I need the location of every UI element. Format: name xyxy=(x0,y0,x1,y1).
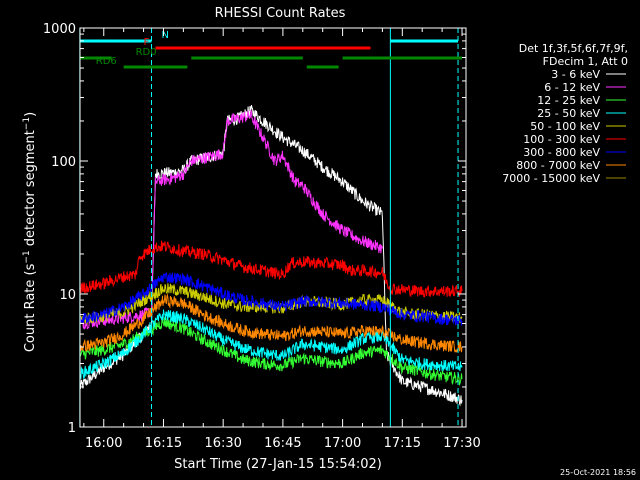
axis-layer: 1 10 100 1000 16:00 16:15 16:30 16:45 17:00 17:15… xyxy=(43,22,481,451)
series-line xyxy=(79,309,463,380)
state-bar-label: F xyxy=(144,37,150,48)
legend-label: 12 - 25 keV xyxy=(537,94,600,107)
series-line xyxy=(79,272,463,326)
legend-label: 50 - 100 keV xyxy=(530,120,600,133)
x-tick-label: 16:15 xyxy=(145,436,182,451)
series-line xyxy=(79,240,463,299)
legend-label: 3 - 6 keV xyxy=(551,68,600,81)
y-axis-label-sup: −1 xyxy=(22,117,32,130)
chart-title: RHESSI Count Rates xyxy=(215,6,346,21)
y-axis-label: Count Rate (s−1 detector segment−1) xyxy=(22,112,38,352)
y-tick-label: 100 xyxy=(51,155,76,170)
plot-timestamp: 25-Oct-2021 18:56 xyxy=(560,468,636,477)
legend-label: 100 - 300 keV xyxy=(523,133,600,146)
x-tick-label: 17:30 xyxy=(443,436,480,451)
y-axis-label-sup: −1 xyxy=(22,250,32,263)
x-tick-label: 16:30 xyxy=(204,436,241,451)
legend-label: 7000 - 15000 keV xyxy=(502,172,600,185)
y-tick-label: 1000 xyxy=(43,22,76,37)
legend-label: 6 - 12 keV xyxy=(544,81,600,94)
y-axis-label-part: Count Rate (s xyxy=(23,263,38,352)
series-layer xyxy=(79,105,463,407)
legend-label: 25 - 50 keV xyxy=(537,107,600,120)
state-bar-label: N xyxy=(162,30,169,41)
legend-header-line: FDecim 1, Att 0 xyxy=(543,55,628,68)
series-line xyxy=(79,293,463,353)
y-tick-label: 1 xyxy=(68,421,76,436)
x-tick-label: 17:00 xyxy=(324,436,361,451)
legend-header-line: Det 1f,3f,5f,6f,7f,9f, xyxy=(519,42,628,55)
x-tick-label: 16:00 xyxy=(85,436,122,451)
y-axis-label-part: detector segment xyxy=(23,130,38,250)
x-axis-label: Start Time (27-Jan-15 15:54:02) xyxy=(174,457,382,472)
legend-label: 300 - 800 keV xyxy=(523,146,600,159)
state-bar-label: RD0 xyxy=(136,47,157,58)
x-tick-label: 17:15 xyxy=(384,436,421,451)
series-line xyxy=(79,109,383,330)
state-bar-label: RD6 xyxy=(96,56,117,67)
legend-label: 800 - 7000 keV xyxy=(516,159,600,172)
x-tick-label: 16:45 xyxy=(264,436,301,451)
y-axis-label-part: ) xyxy=(23,112,38,117)
plot-frame xyxy=(79,27,467,428)
legend: Det 1f,3f,5f,6f,7f,9f, FDecim 1, Att 0 3… xyxy=(502,42,628,185)
y-tick-label: 10 xyxy=(59,288,76,303)
